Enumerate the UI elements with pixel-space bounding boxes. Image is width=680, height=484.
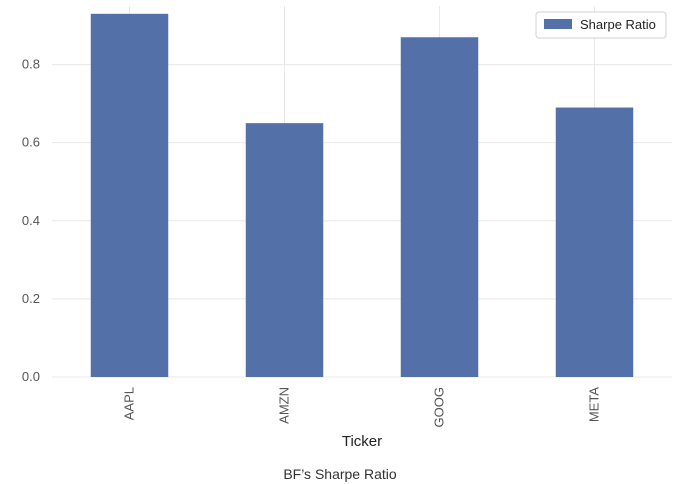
y-tick-label: 0.8: [22, 57, 40, 72]
x-tick-label: AAPL: [122, 387, 137, 420]
y-tick-label: 0.0: [22, 369, 40, 384]
bar-aapl: [90, 13, 169, 378]
y-tick-labels: 0.0 0.2 0.4 0.6 0.8: [22, 57, 40, 384]
y-tick-label: 0.6: [22, 135, 40, 150]
bar-amzn: [245, 123, 324, 377]
x-tick-label: AMZN: [277, 387, 292, 424]
legend-label: Sharpe Ratio: [580, 17, 656, 32]
figure-caption: BF’s Sharpe Ratio: [283, 466, 397, 482]
bar-goog: [400, 37, 479, 378]
bar-meta: [555, 107, 634, 378]
legend-swatch: [544, 19, 572, 29]
x-tick-label: META: [587, 387, 602, 422]
legend-box: [535, 11, 667, 39]
x-tick-labels: AAPL AMZN GOOG META: [122, 387, 602, 428]
legend: Sharpe Ratio: [535, 11, 667, 39]
bar-chart: 0.00.20.40.60.8 AAPL AMZN GOOG META Ticker …: [22, 6, 672, 450]
x-tick-label: GOOG: [432, 387, 447, 427]
bars: [90, 13, 634, 378]
y-tick-label: 0.2: [22, 291, 40, 306]
y-tick-label: 0.4: [22, 213, 40, 228]
x-axis-label: Ticker: [342, 433, 382, 450]
